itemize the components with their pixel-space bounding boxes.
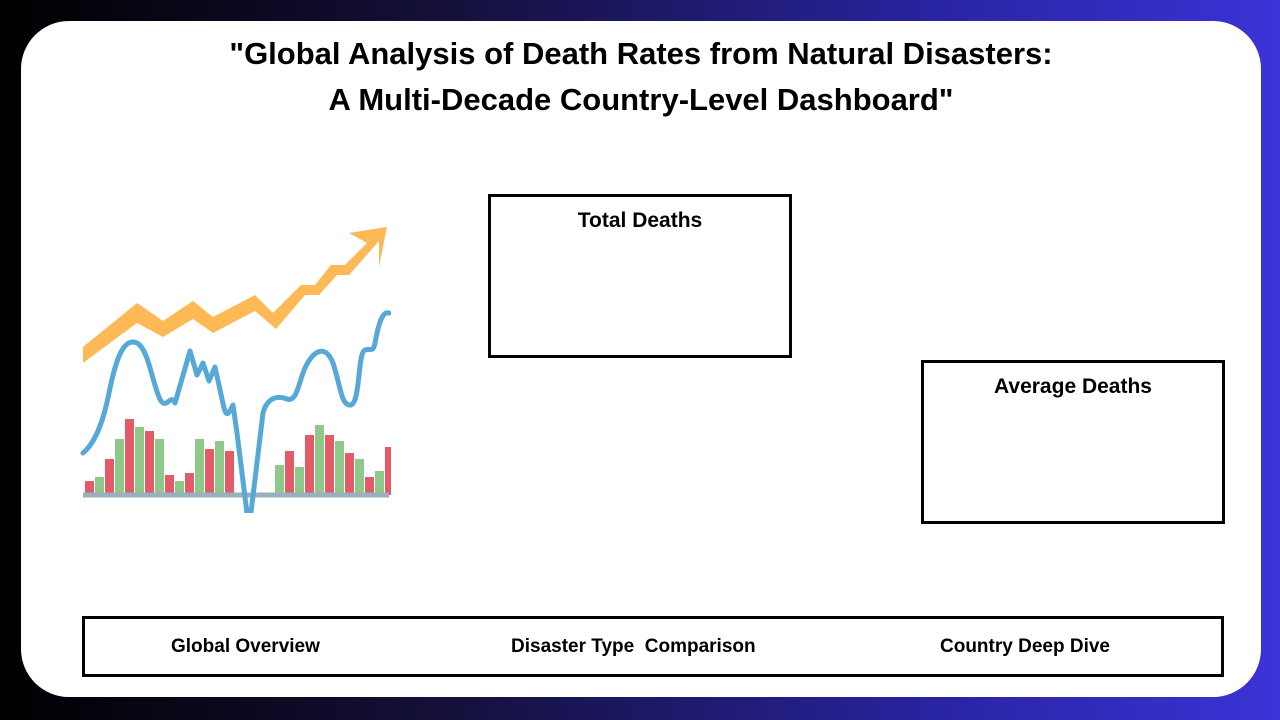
nav-country-deep-dive[interactable]: Country Deep Dive bbox=[940, 636, 1110, 657]
illustration-bar bbox=[335, 441, 344, 495]
dashboard-card: "Global Analysis of Death Rates from Nat… bbox=[21, 21, 1261, 697]
illustration-bar bbox=[285, 451, 294, 495]
illustration-bar bbox=[345, 453, 354, 495]
illustration-bar bbox=[135, 427, 144, 495]
illustration-bar bbox=[385, 447, 394, 495]
illustration-bar bbox=[325, 435, 334, 495]
dashboard-nav: Global Overview Disaster Type Comparison… bbox=[82, 616, 1224, 677]
illustration-bar bbox=[175, 481, 184, 495]
illustration-bar bbox=[185, 473, 194, 495]
illustration-bar bbox=[95, 477, 104, 495]
total-deaths-label: Total Deaths bbox=[577, 209, 703, 232]
average-deaths-label: Average Deaths bbox=[994, 375, 1152, 398]
illustration-bar bbox=[115, 439, 124, 495]
illustration-bar bbox=[215, 441, 224, 495]
illustration-bar bbox=[125, 419, 134, 495]
illustration-bar bbox=[305, 435, 314, 495]
illustration-bar bbox=[315, 425, 324, 495]
illustration-bar bbox=[225, 451, 234, 495]
illustration-bar bbox=[365, 477, 374, 495]
illustration-bar bbox=[155, 439, 164, 495]
total-deaths-card: Total Deaths bbox=[488, 194, 792, 358]
illustration-bar bbox=[105, 459, 114, 495]
nav-disaster-type-comparison[interactable]: Disaster Type Comparison bbox=[511, 636, 756, 657]
page-title-line-2: A Multi-Decade Country-Level Dashboard" bbox=[328, 82, 954, 117]
nav-global-overview[interactable]: Global Overview bbox=[171, 636, 320, 657]
illustration-bars bbox=[85, 419, 394, 495]
illustration-bar bbox=[85, 481, 94, 495]
illustration-arrow bbox=[83, 227, 387, 363]
illustration-wave-line bbox=[80, 310, 392, 532]
illustration-bar bbox=[295, 467, 304, 495]
illustration-bar bbox=[195, 439, 204, 495]
illustration-bar bbox=[145, 431, 154, 495]
illustration-bar bbox=[275, 465, 284, 495]
illustration-bar bbox=[205, 449, 214, 495]
page-title-line-1: "Global Analysis of Death Rates from Nat… bbox=[229, 36, 1053, 71]
page-title: "Global Analysis of Death Rates from Nat… bbox=[21, 31, 1261, 123]
average-deaths-card: Average Deaths bbox=[921, 360, 1225, 524]
trend-chart-illustration-icon bbox=[79, 203, 394, 532]
illustration-bar bbox=[355, 459, 364, 495]
illustration-bar bbox=[165, 475, 174, 495]
illustration-bar bbox=[375, 471, 384, 495]
